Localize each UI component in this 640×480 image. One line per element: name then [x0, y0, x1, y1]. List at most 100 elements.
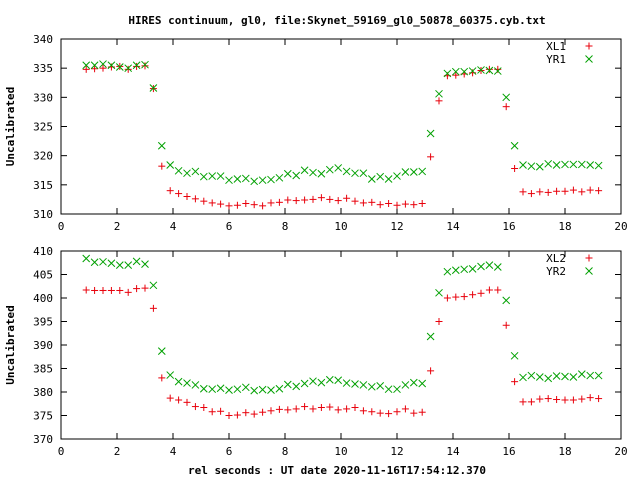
data-point [183, 379, 191, 387]
data-point [578, 395, 586, 403]
data-point [351, 380, 359, 388]
data-point [191, 381, 200, 389]
data-point [166, 187, 174, 195]
data-point [199, 172, 208, 181]
data-point [250, 177, 259, 186]
data-point [292, 171, 301, 180]
data-point [586, 371, 595, 380]
data-point [367, 175, 376, 183]
x-tick-label: 0 [58, 220, 65, 233]
data-point [535, 373, 544, 381]
data-point [174, 166, 183, 175]
data-point [385, 410, 393, 418]
data-point [149, 304, 157, 312]
data-point [82, 65, 90, 73]
y-tick-label: 395 [33, 316, 53, 329]
data-point [225, 386, 233, 394]
data-point [241, 383, 250, 392]
data-point [536, 395, 544, 403]
x-tick-label: 10 [334, 445, 347, 458]
data-point [342, 379, 351, 387]
data-point [502, 103, 510, 111]
data-point [527, 398, 535, 406]
data-point [325, 375, 334, 384]
data-point [561, 160, 569, 169]
data-point [200, 197, 208, 205]
data-point [309, 168, 317, 177]
data-point [418, 379, 427, 388]
data-point [166, 161, 175, 169]
data-point [586, 186, 594, 194]
data-point [502, 321, 510, 329]
data-point [368, 198, 376, 206]
data-point [191, 167, 200, 176]
data-point [393, 408, 401, 416]
data-point [115, 63, 124, 71]
x-tick-label: 8 [282, 220, 289, 233]
data-point [460, 67, 469, 76]
data-point [351, 197, 359, 205]
data-point [385, 200, 393, 207]
data-point [527, 190, 535, 198]
data-point [267, 175, 275, 184]
data-point [225, 176, 233, 185]
data-point [443, 294, 451, 302]
data-point [166, 371, 175, 379]
data-point [460, 293, 468, 301]
data-point [510, 141, 519, 150]
data-point [527, 371, 536, 380]
data-point [536, 188, 544, 196]
data-point [183, 398, 191, 406]
data-point [208, 172, 217, 180]
data-point [334, 197, 342, 205]
data-point [410, 409, 418, 417]
data-point [267, 407, 275, 415]
data-point [157, 141, 166, 150]
data-point [435, 97, 443, 105]
data-point [82, 61, 91, 70]
data-point [309, 195, 317, 203]
data-point [451, 266, 460, 275]
data-point [233, 385, 242, 394]
y-tick-label: 325 [33, 121, 53, 134]
x-tick-label: 20 [614, 445, 627, 458]
x-tick-label: 6 [226, 445, 233, 458]
data-point [376, 382, 385, 390]
x-tick-label: 14 [446, 445, 460, 458]
data-point [175, 396, 183, 404]
data-point [191, 195, 199, 203]
data-point [242, 409, 250, 417]
legend-label: XL2 [546, 252, 566, 265]
legend-label: YR2 [546, 265, 566, 278]
data-point [351, 169, 359, 178]
data-point [367, 382, 376, 391]
x-tick-label: 4 [170, 220, 177, 233]
y-tick-label: 400 [33, 292, 53, 305]
data-point [544, 395, 552, 403]
data-point [275, 405, 283, 413]
x-tick-label: 4 [170, 445, 177, 458]
data-point [595, 395, 603, 403]
data-point [409, 168, 418, 176]
data-point [258, 385, 267, 394]
data-point [376, 409, 384, 417]
data-point [485, 261, 494, 269]
data-point [124, 65, 132, 73]
data-point [578, 188, 586, 196]
panel-2: 0 2 4 6 8 10 12 14 16 18 20 370 375 380 385 390 395 400 40… [4, 245, 628, 458]
data-point [359, 407, 367, 415]
data-point [426, 332, 435, 341]
data-point [107, 259, 116, 268]
data-point [519, 398, 527, 406]
data-point [216, 384, 225, 393]
legend-label: YR1 [546, 53, 566, 66]
data-point [393, 385, 401, 394]
data-point [359, 381, 368, 389]
data-point [427, 153, 435, 161]
data-point [91, 65, 99, 73]
data-point [250, 410, 258, 418]
data-point [493, 67, 502, 75]
y-tick-label: 410 [33, 245, 53, 258]
data-point [242, 200, 250, 207]
